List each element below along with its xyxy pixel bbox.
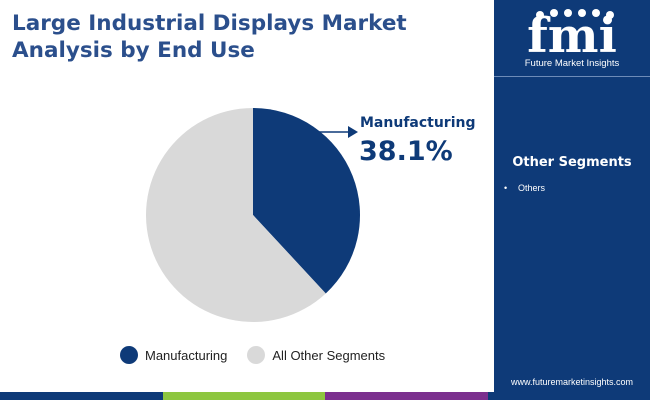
- legend-swatch-manufacturing: [120, 346, 138, 364]
- chart-title: Large Industrial Displays Market Analysi…: [12, 11, 407, 63]
- pie-slice-all-other-segments: [145, 108, 326, 322]
- sidebar-divider: [494, 76, 650, 77]
- callout-label: Manufacturing: [360, 115, 476, 131]
- fmi-logo: fmi: [527, 8, 617, 64]
- legend-label-manufacturing: Manufacturing: [145, 347, 228, 363]
- pie-slices: [145, 108, 360, 322]
- legend-swatch-other: [247, 346, 266, 364]
- bottom-bar-segment: [487, 392, 650, 400]
- brand-name: Future Market Insights: [524, 58, 620, 69]
- sidebar: fmi Future Market Insights Other Segment…: [494, 0, 650, 392]
- callout-arrow: [318, 126, 358, 138]
- segment-item: Others: [504, 183, 545, 193]
- website-url[interactable]: www.futuremarketinsights.com: [510, 377, 634, 387]
- legend-item-manufacturing: Manufacturing: [120, 346, 227, 364]
- pie-chart: [145, 108, 360, 322]
- bottom-bar-segment: [162, 392, 325, 400]
- sidebar-heading: Other Segments: [512, 155, 632, 170]
- callout-value: 38.1%: [359, 136, 453, 167]
- bottom-bar-segment: [325, 392, 488, 400]
- bottom-bar-segment: [0, 392, 163, 400]
- pie-slice-manufacturing: [253, 108, 360, 294]
- legend: Manufacturing All Other Segments: [120, 346, 405, 364]
- legend-label-other: All Other Segments: [272, 347, 386, 363]
- legend-item-other: All Other Segments: [247, 346, 385, 364]
- bottom-color-bar: [0, 392, 650, 400]
- segment-list: Others: [504, 183, 545, 193]
- chart-area: Manufacturing 38.1% Manufacturing All Ot…: [0, 70, 494, 400]
